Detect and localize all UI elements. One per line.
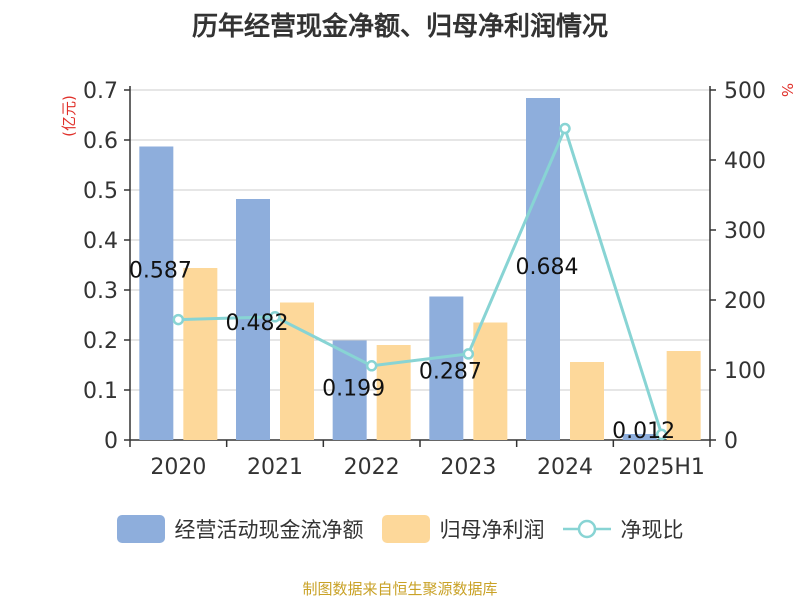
left-tick-label: 0.7 xyxy=(83,79,118,104)
ratio-point xyxy=(269,311,281,323)
ratio-point xyxy=(559,122,571,135)
legend-label-cashflow: 经营活动现金流净额 xyxy=(174,518,364,542)
data-label-cashflow: 0.482 xyxy=(226,311,289,336)
right-axis-unit: % xyxy=(778,83,796,97)
x-tick-label: 2022 xyxy=(344,455,400,480)
right-tick-label: 0 xyxy=(724,429,738,454)
legend: 经营活动现金流净额 归母净利润 净现比 xyxy=(0,514,800,544)
left-tick-label: 0.3 xyxy=(83,279,118,304)
left-tick-label: 0.5 xyxy=(83,179,118,204)
legend-swatch-cashflow xyxy=(116,515,165,543)
left-tick-label: 0.6 xyxy=(83,129,118,154)
x-tick-label: 2020 xyxy=(150,455,206,480)
data-label-cashflow: 0.587 xyxy=(129,259,192,284)
bar-netprofit xyxy=(570,362,604,440)
ratio-point xyxy=(172,313,185,326)
legend-item-ratio[interactable]: 净现比 xyxy=(562,514,684,544)
data-label-cashflow: 0.684 xyxy=(516,255,579,280)
x-tick-label: 2025H1 xyxy=(618,455,705,480)
right-tick-label: 300 xyxy=(724,219,766,244)
bar-netprofit xyxy=(473,322,508,440)
bar-netprofit xyxy=(280,302,314,440)
left-tick-label: 0.1 xyxy=(83,379,118,404)
right-tick-label: 200 xyxy=(724,289,766,314)
ratio-point xyxy=(655,428,668,441)
legend-item-netprofit[interactable]: 归母净利润 xyxy=(381,514,545,544)
left-tick-label: 0.2 xyxy=(83,329,118,354)
left-axis-unit: (亿元) xyxy=(60,95,78,137)
right-tick-label: 500 xyxy=(724,79,766,104)
data-label-cashflow: 0.012 xyxy=(612,419,675,444)
left-tick-label: 0.4 xyxy=(83,229,118,254)
bar-cashflow xyxy=(332,340,367,440)
bar-netprofit xyxy=(183,268,218,440)
bar-cashflow xyxy=(622,434,657,440)
legend-label-netprofit: 归母净利润 xyxy=(439,518,545,542)
left-tick-label: 0 xyxy=(104,429,118,454)
source-footer: 制图数据来自恒生聚源数据库 xyxy=(302,580,498,598)
bar-cashflow xyxy=(139,146,174,440)
right-tick-label: 100 xyxy=(724,359,766,384)
ratio-point xyxy=(365,360,378,372)
chart-title: 历年经营现金净额、归母净利润情况 xyxy=(191,12,608,42)
legend-swatch-netprofit xyxy=(381,515,430,543)
bar-netprofit xyxy=(666,351,701,440)
legend-label-ratio: 净现比 xyxy=(620,518,684,542)
x-tick-label: 2024 xyxy=(537,455,593,480)
x-tick-label: 2021 xyxy=(247,455,303,480)
ratio-line xyxy=(178,124,664,435)
legend-item-cashflow[interactable]: 经营活动现金流净额 xyxy=(116,514,364,544)
right-tick-label: 400 xyxy=(724,149,766,174)
bar-cashflow xyxy=(429,296,464,440)
legend-swatch-ratio xyxy=(562,519,611,539)
data-label-cashflow: 0.287 xyxy=(419,360,482,385)
bar-cashflow xyxy=(236,199,270,440)
x-tick-label: 2023 xyxy=(440,455,496,480)
ratio-point xyxy=(462,348,475,360)
data-label-cashflow: 0.199 xyxy=(322,377,385,402)
